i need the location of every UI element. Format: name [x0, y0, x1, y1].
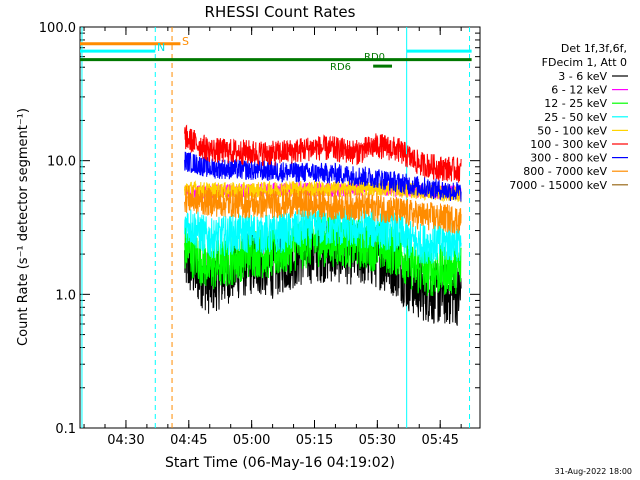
- chart-title: RHESSI Count Rates: [205, 3, 356, 21]
- series-line: [184, 207, 462, 264]
- legend-label: 7000 - 15000 keV: [509, 179, 607, 192]
- legend-label: 25 - 50 keV: [544, 111, 607, 124]
- legend-label: 6 - 12 keV: [551, 84, 607, 97]
- flag-label-n: N: [157, 41, 165, 54]
- legend-label: 100 - 300 keV: [530, 138, 607, 151]
- y-tick-label: 1.0: [55, 288, 76, 303]
- flag-label-rd6: RD6: [330, 62, 351, 73]
- legend-label: 3 - 6 keV: [558, 70, 607, 83]
- series-line: [184, 124, 462, 183]
- plot-frame: [79, 26, 481, 429]
- legend-label: 50 - 100 keV: [537, 124, 607, 137]
- series-line: [184, 185, 462, 234]
- x-tick-label: 05:15: [296, 433, 333, 448]
- legend-label: 300 - 800 keV: [530, 152, 607, 165]
- legend-label: 12 - 25 keV: [544, 97, 607, 110]
- axis-ticks: 04:30 04:45 05:00 05:15 05:30 05:45 0.1 1.0 10.0…: [39, 21, 480, 448]
- data-series: [184, 124, 462, 326]
- x-axis-label: Start Time (06-May-16 04:19:02): [165, 455, 395, 471]
- legend-label: 800 - 7000 keV: [523, 165, 607, 178]
- x-tick-label: 04:45: [170, 433, 207, 448]
- y-tick-label: 100.0: [39, 21, 76, 36]
- x-tick-label: 05:45: [421, 433, 458, 448]
- y-tick-label: 0.1: [55, 422, 76, 437]
- legend-title-line-2: FDecim 1, Att 0: [542, 56, 627, 69]
- footer-timestamp: 31-Aug-2022 18:00: [555, 467, 632, 476]
- legend-title-line-1: Det 1f,3f,6f,: [561, 42, 627, 55]
- y-axis-label: Count Rate (s⁻¹ detector segment⁻¹): [16, 108, 31, 346]
- marker-lines: [81, 27, 471, 428]
- y-tick-label: 10.0: [47, 155, 76, 170]
- x-tick-label: 05:30: [359, 433, 396, 448]
- flag-label-s: S: [182, 35, 189, 48]
- series-line: [184, 151, 462, 202]
- flag-label-rd0: RD0: [364, 52, 385, 63]
- flag-bars: [80, 42, 472, 68]
- x-tick-label: 04:30: [107, 433, 144, 448]
- x-tick-label: 05:00: [233, 433, 270, 448]
